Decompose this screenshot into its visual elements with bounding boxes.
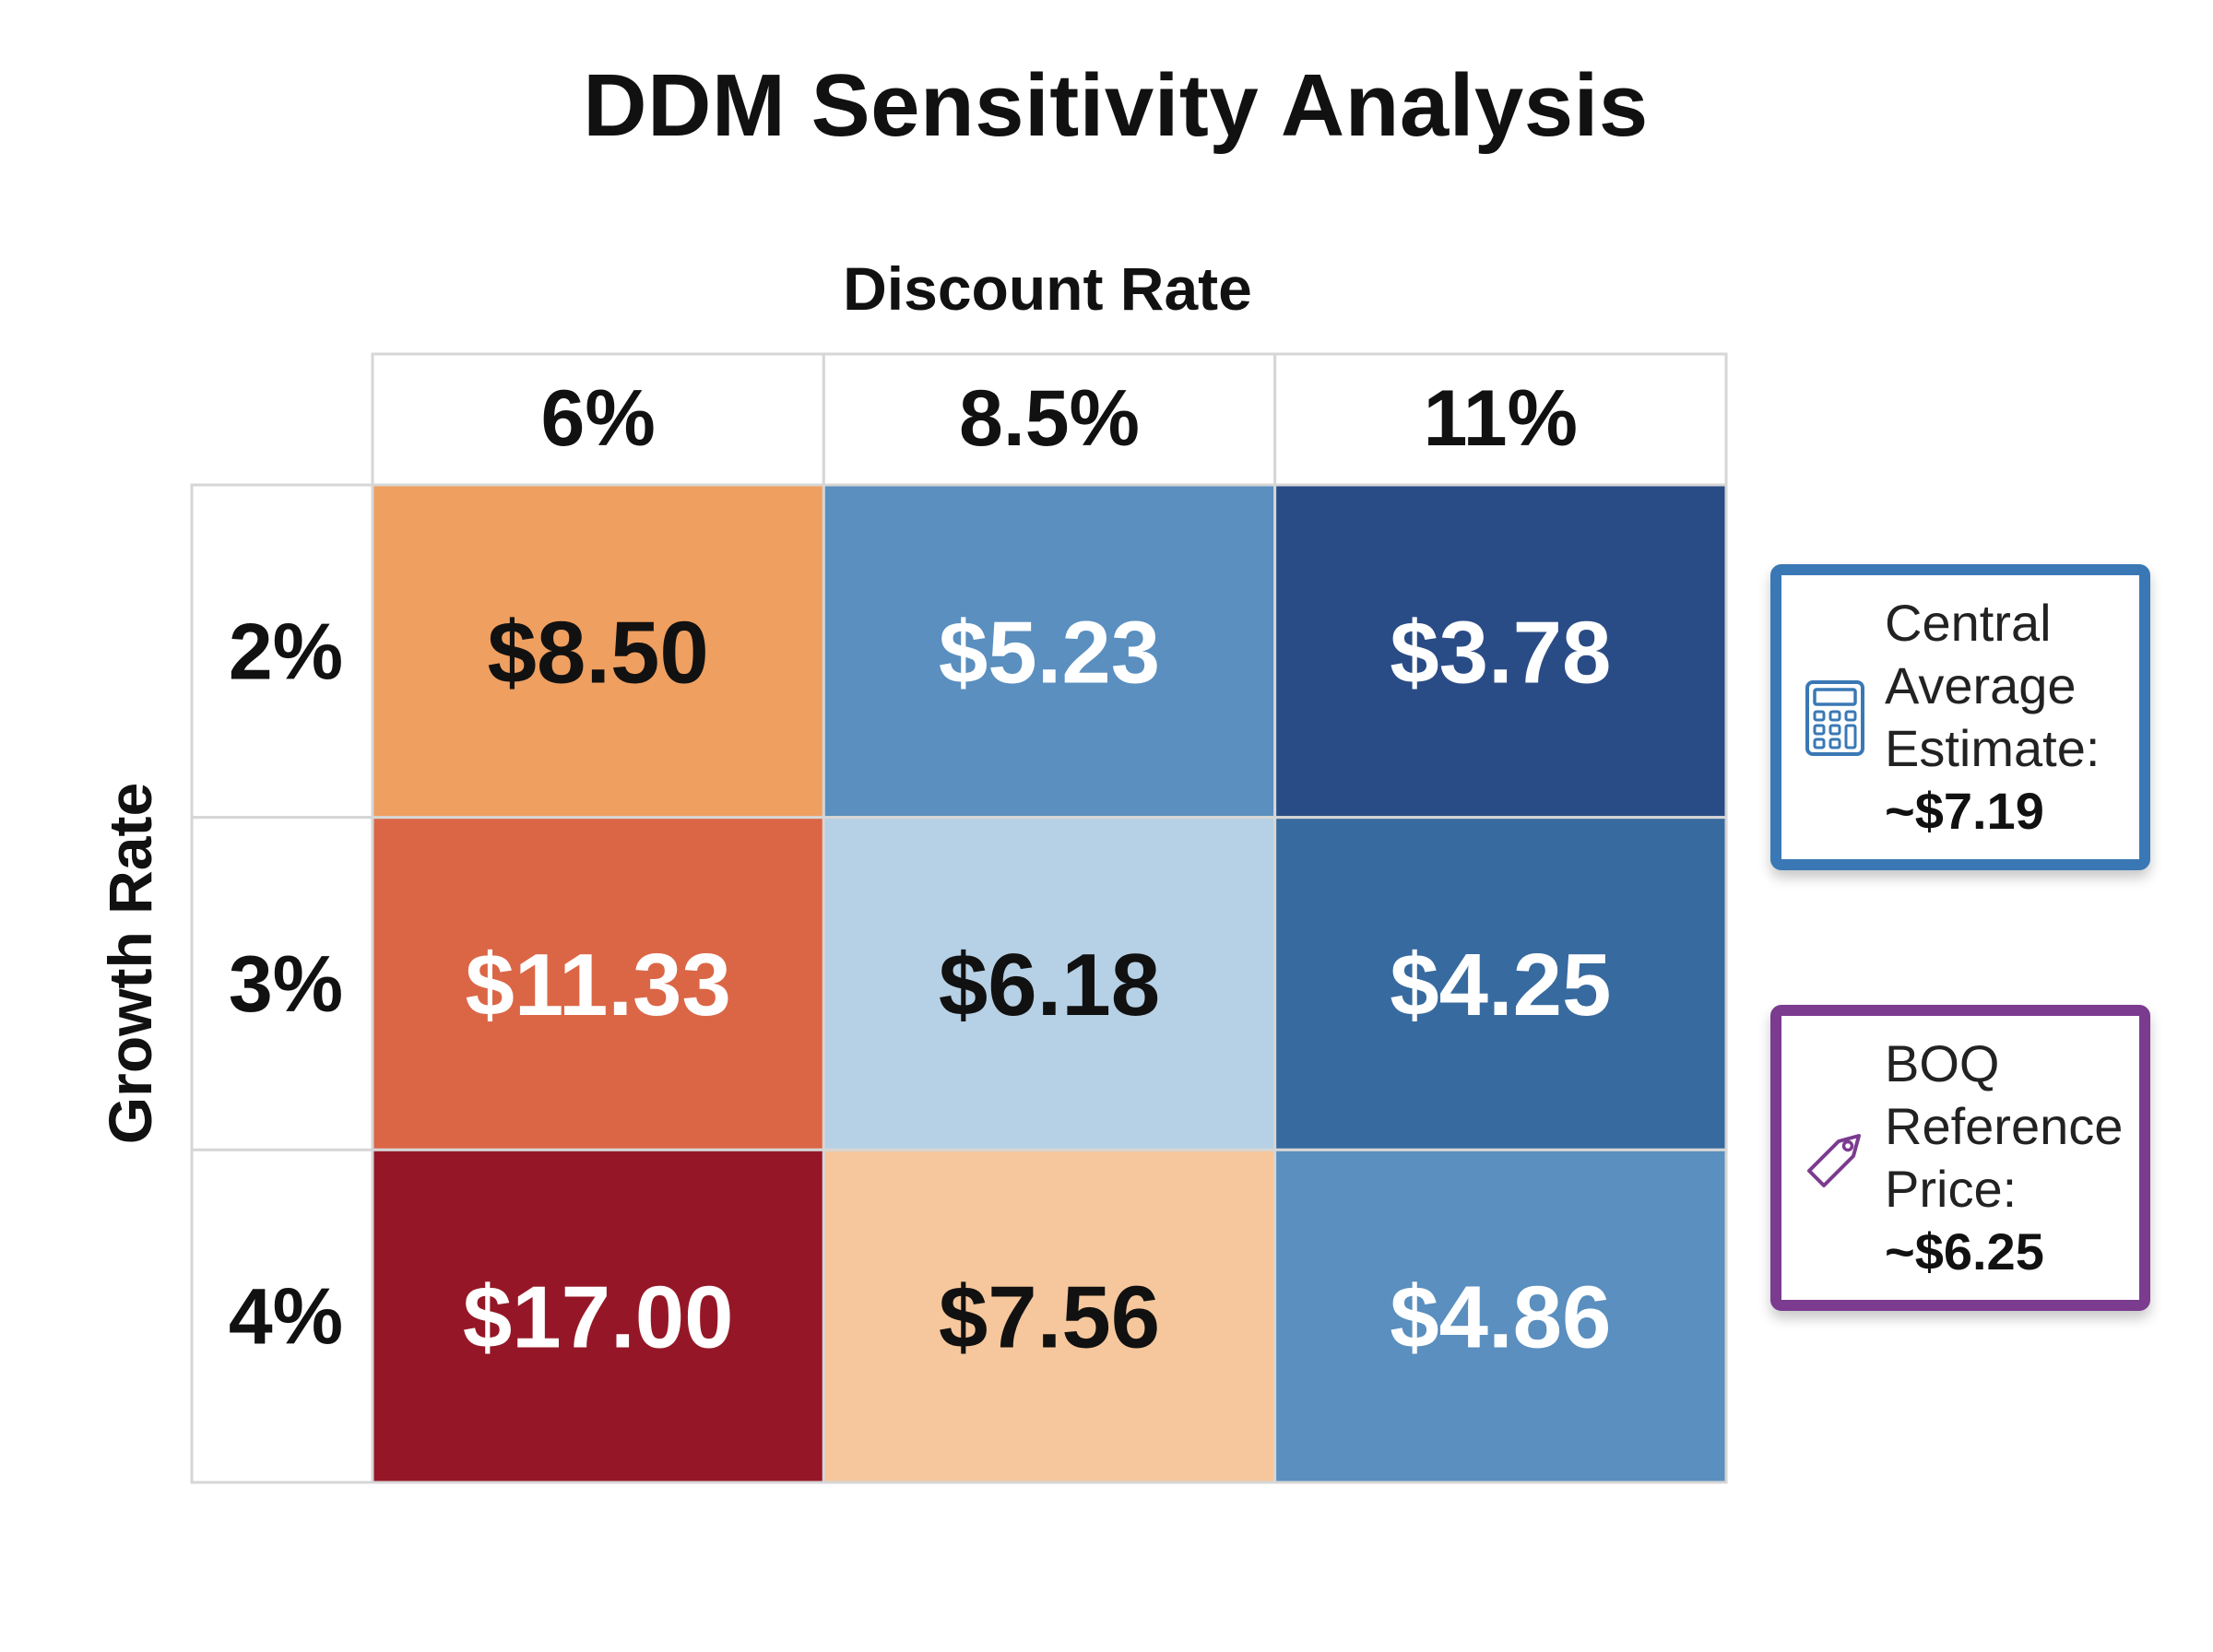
- column-header-label: 8.5%: [959, 374, 1140, 463]
- heatmap-cell-value: $17.00: [463, 1268, 734, 1367]
- reference-price-value: ~$6.25: [1885, 1222, 2044, 1280]
- central-estimate-line-3: Estimate:: [1885, 719, 2101, 777]
- reference-price-annotation: BOQ Reference Price: ~$6.25: [1770, 1005, 2150, 1311]
- row-header-cell: [190, 483, 374, 820]
- row-header-label: 4%: [229, 1273, 343, 1362]
- heatmap-cell-value: $4.25: [1390, 936, 1611, 1034]
- heatmap-cell-value: $3.78: [1390, 603, 1611, 702]
- heatmap-cell-value: $8.50: [488, 603, 709, 702]
- heatmap-cell: [371, 816, 825, 1151]
- column-header-cell: [371, 352, 825, 487]
- central-estimate-annotation: Central Average Estimate: ~$7.19: [1770, 564, 2150, 870]
- heatmap-cell-value: $11.33: [466, 936, 731, 1034]
- price-tag-icon: [1807, 1134, 1861, 1187]
- reference-price-line-2: Reference: [1885, 1097, 2124, 1155]
- column-header-label: 6%: [541, 374, 656, 463]
- reference-price-line-1: BOQ: [1885, 1034, 2000, 1092]
- y-axis-title: Growth Rate: [96, 782, 164, 1145]
- heatmap-cell: [1273, 1148, 1728, 1484]
- row-header-label: 3%: [229, 940, 343, 1029]
- central-estimate-value: ~$7.19: [1885, 782, 2044, 840]
- heatmap-cell-value: $6.18: [939, 936, 1160, 1034]
- heatmap-cell-value: $7.56: [939, 1268, 1160, 1367]
- heatmap-cell: [822, 1148, 1277, 1484]
- row-header-cell: [190, 816, 374, 1151]
- heatmap-cell: [371, 1148, 825, 1484]
- heatmap-cell: [1273, 816, 1728, 1151]
- column-header-label: 11%: [1424, 374, 1578, 463]
- central-estimate-line-2: Average: [1885, 656, 2077, 714]
- heatmap-chart: 6% 8.5% 11% 2% 3% 4% $8.50 $5.23 $3.78 $11.33 $6.1…: [190, 352, 1728, 1484]
- row-header-label: 2%: [229, 608, 343, 696]
- heatmap-cell-value: $4.86: [1390, 1268, 1611, 1367]
- reference-price-line-3: Price:: [1885, 1160, 2018, 1218]
- heatmap-cell-value: $5.23: [939, 603, 1160, 702]
- central-estimate-text: Central Average Estimate: ~$7.19: [1885, 592, 2130, 843]
- row-header-cell: [190, 1148, 374, 1484]
- chart-title: DDM Sensitivity Analysis: [583, 56, 1649, 155]
- calculator-icon: [1805, 680, 1864, 756]
- column-header-cell: [822, 352, 1277, 487]
- column-header-cell: [1273, 352, 1728, 487]
- central-estimate-line-1: Central: [1885, 594, 2052, 652]
- heatmap-cell: [822, 483, 1277, 820]
- x-axis-title: Discount Rate: [843, 254, 1252, 323]
- reference-price-text: BOQ Reference Price: ~$6.25: [1885, 1032, 2130, 1283]
